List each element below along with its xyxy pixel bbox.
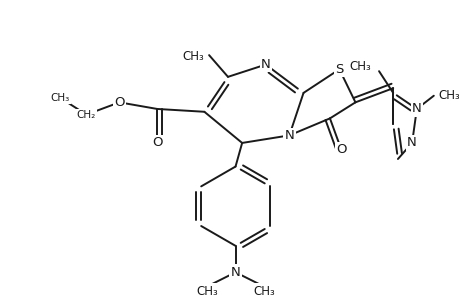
Text: O: O <box>151 136 162 149</box>
Text: CH₃: CH₃ <box>437 89 459 102</box>
Text: O: O <box>114 96 124 109</box>
Text: CH₃: CH₃ <box>349 60 371 73</box>
Text: CH₃: CH₃ <box>196 285 218 298</box>
Text: O: O <box>336 143 346 156</box>
Text: CH₃: CH₃ <box>182 50 204 63</box>
Text: CH₂: CH₂ <box>77 110 96 120</box>
Text: S: S <box>335 63 343 76</box>
Text: CH₃: CH₃ <box>50 93 69 103</box>
Text: N: N <box>406 136 416 149</box>
Text: CH₃: CH₃ <box>252 285 274 298</box>
Text: N: N <box>411 102 421 116</box>
Text: N: N <box>284 129 294 142</box>
Text: N: N <box>230 266 240 279</box>
Text: N: N <box>260 58 270 71</box>
